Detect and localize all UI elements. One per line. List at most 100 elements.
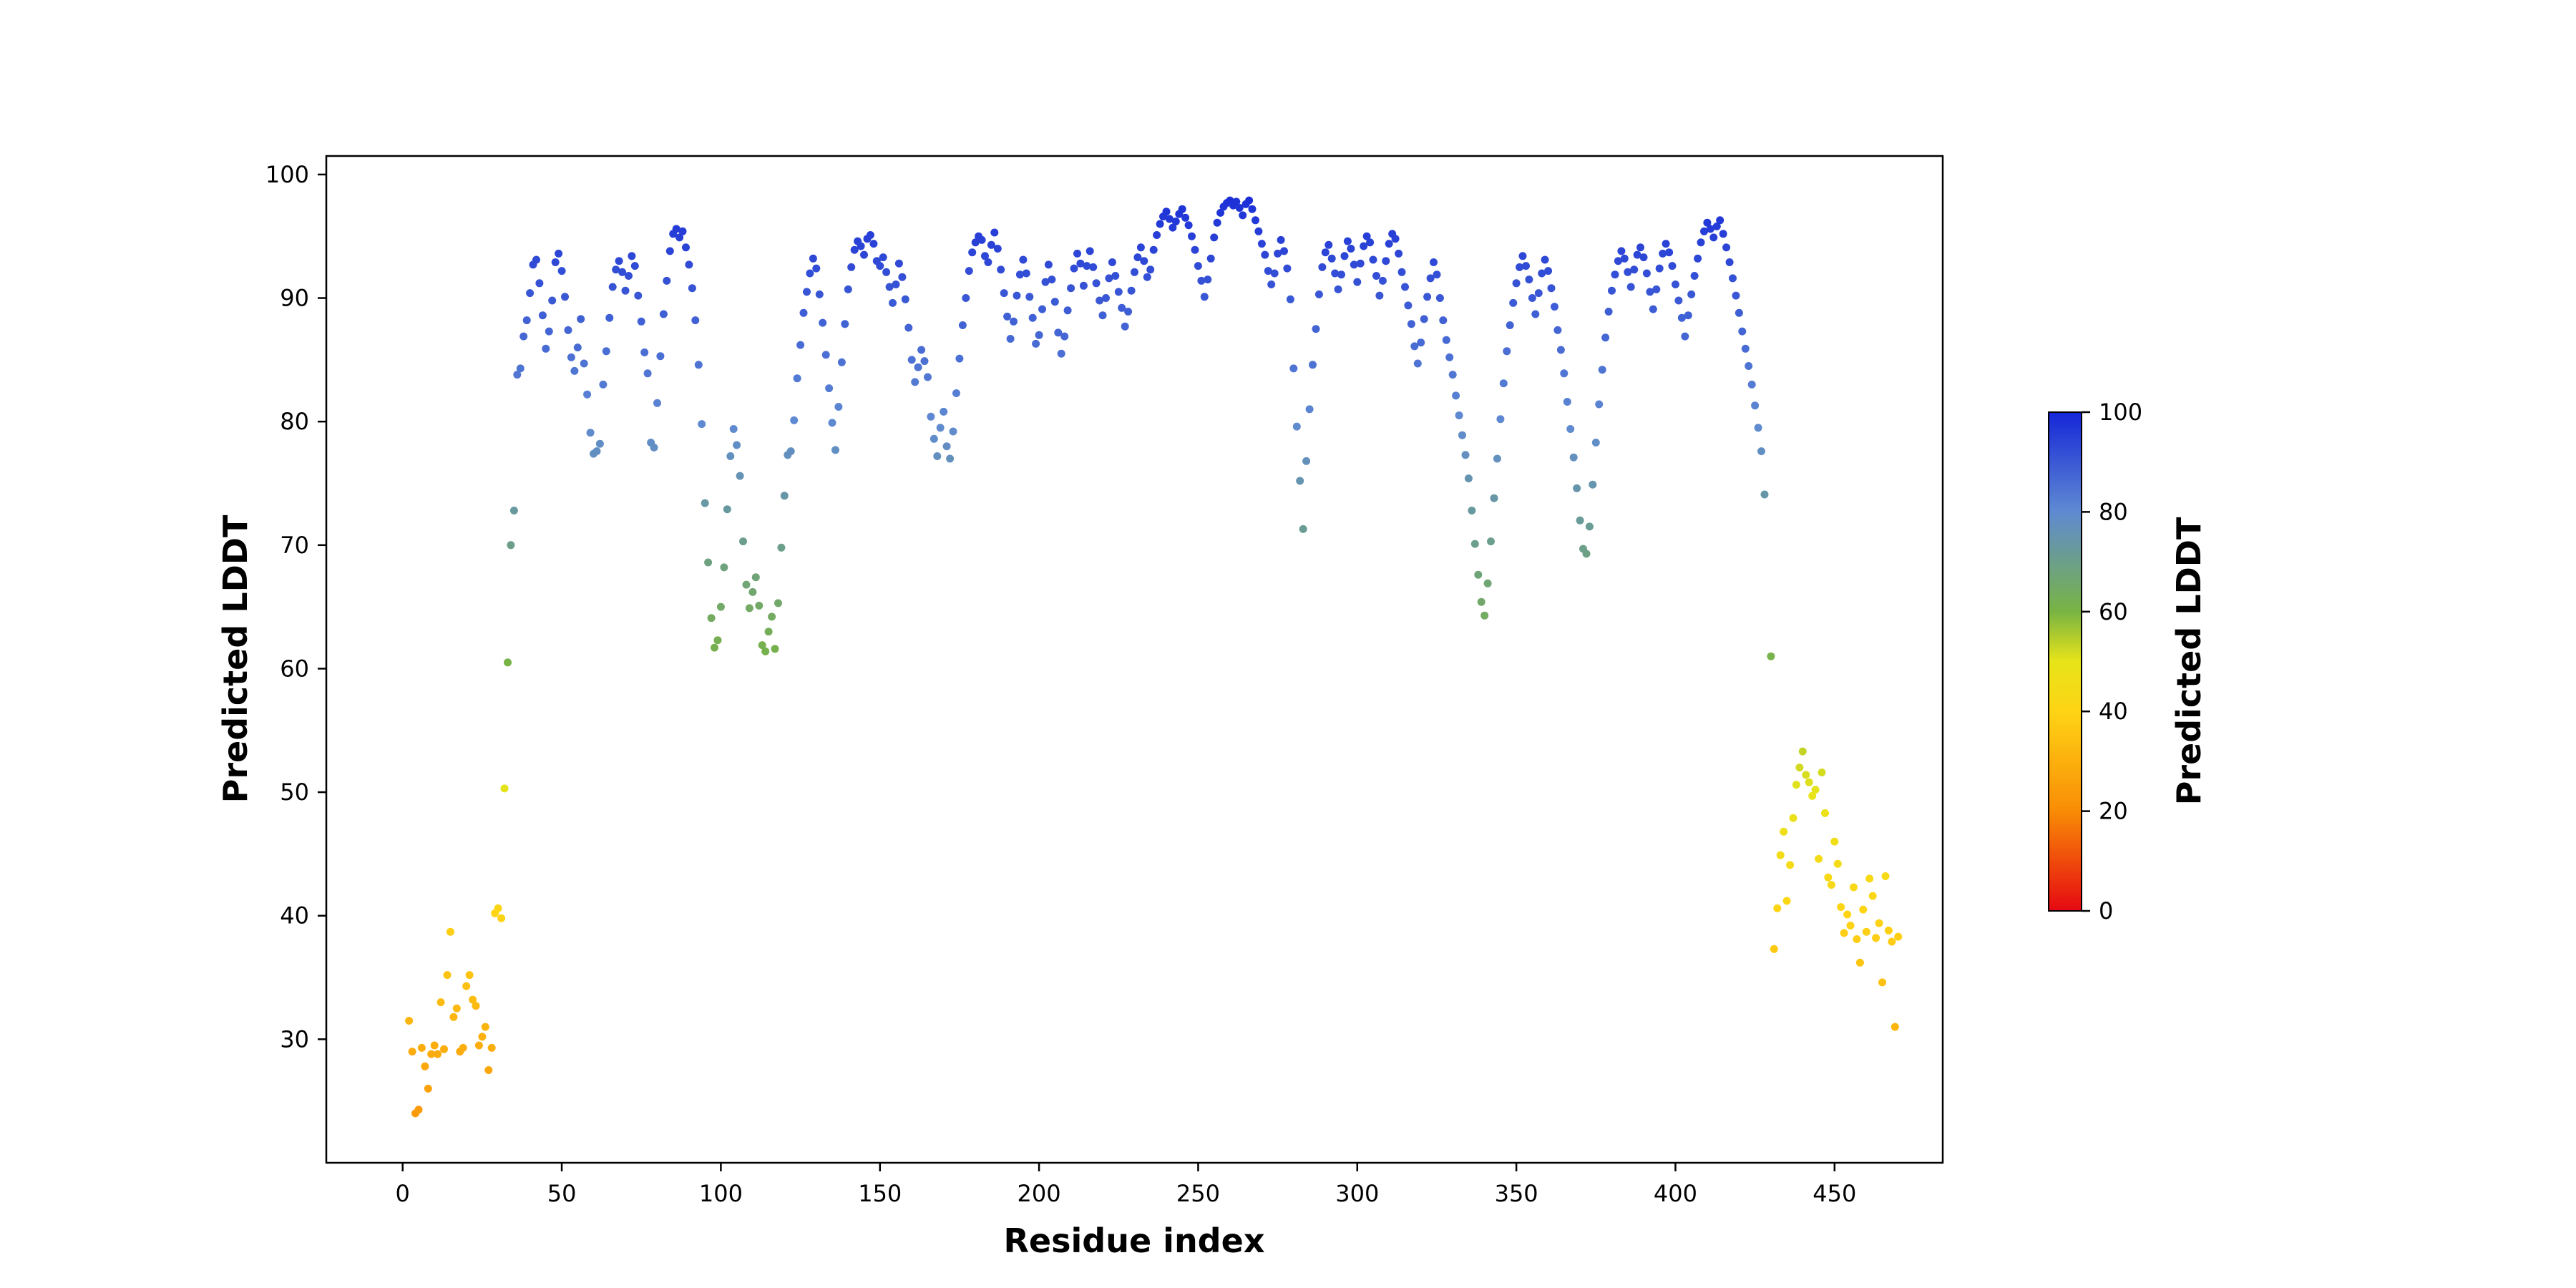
scatter-point bbox=[685, 260, 693, 269]
scatter-point bbox=[1054, 328, 1063, 337]
scatter-point bbox=[1038, 305, 1046, 313]
scatter-point bbox=[1684, 311, 1692, 320]
scatter-point bbox=[532, 255, 540, 264]
scatter-point bbox=[1477, 597, 1485, 606]
scatter-point bbox=[1292, 422, 1301, 431]
scatter-point bbox=[1423, 293, 1432, 301]
scatter-point bbox=[1439, 316, 1448, 325]
scatter-point bbox=[1378, 276, 1387, 285]
scatter-point bbox=[1633, 250, 1641, 259]
scatter-point bbox=[711, 643, 718, 652]
scatter-point bbox=[1140, 257, 1148, 265]
scatter-point bbox=[1382, 257, 1390, 265]
scatter-point bbox=[1452, 391, 1460, 400]
scatter-point bbox=[1672, 280, 1679, 288]
scatter-point bbox=[1003, 312, 1012, 321]
scatter-point bbox=[1697, 238, 1705, 247]
scatter-point bbox=[1131, 268, 1138, 276]
scatter-point bbox=[819, 318, 827, 327]
scatter-point bbox=[1350, 260, 1358, 269]
scatter-point bbox=[1286, 295, 1294, 303]
scatter-point bbox=[1722, 243, 1731, 252]
scatter-point bbox=[1197, 276, 1206, 285]
scatter-point bbox=[1413, 359, 1422, 368]
scatter-point bbox=[672, 225, 680, 233]
scatter-point bbox=[825, 384, 834, 393]
scatter-point bbox=[1048, 275, 1056, 284]
scatter-point bbox=[459, 1043, 467, 1052]
scatter-point bbox=[1302, 457, 1311, 465]
colorbar-bar bbox=[2048, 411, 2082, 912]
scatter-point bbox=[1283, 264, 1292, 273]
scatter-point bbox=[1430, 258, 1438, 266]
scatter-point bbox=[1204, 275, 1212, 284]
scatter-point bbox=[1041, 278, 1050, 286]
scatter-point bbox=[1745, 362, 1753, 370]
scatter-point bbox=[742, 580, 751, 589]
colorbar-tick-label: 80 bbox=[2099, 498, 2128, 525]
colorbar-tick-label: 0 bbox=[2099, 897, 2113, 924]
scatter-point bbox=[774, 599, 782, 608]
colorbar-tick-label: 100 bbox=[2099, 399, 2142, 426]
scatter-point bbox=[1483, 579, 1492, 587]
scatter-point bbox=[894, 259, 903, 268]
scatter-point bbox=[821, 351, 830, 359]
scatter-point bbox=[643, 369, 652, 378]
scatter-point bbox=[545, 327, 553, 336]
scatter-point bbox=[844, 285, 852, 293]
scatter-point bbox=[1010, 317, 1018, 326]
scatter-point bbox=[1019, 255, 1028, 264]
scatter-point bbox=[704, 558, 713, 567]
scatter-point bbox=[1662, 240, 1670, 248]
scatter-point bbox=[1347, 245, 1355, 253]
scatter-point bbox=[1252, 216, 1259, 225]
scatter-point bbox=[1496, 415, 1505, 424]
scatter-point bbox=[1830, 837, 1839, 846]
scatter-point bbox=[500, 784, 509, 793]
scatter-point bbox=[793, 374, 801, 383]
scatter-point bbox=[1102, 294, 1110, 302]
scatter-point bbox=[1356, 259, 1365, 268]
scatter-point bbox=[1194, 262, 1202, 270]
x-tick-label: 0 bbox=[396, 1180, 410, 1207]
scatter-point bbox=[1464, 474, 1473, 483]
scatter-point bbox=[1032, 339, 1040, 348]
scatter-point bbox=[876, 262, 884, 270]
scatter-point bbox=[1534, 289, 1543, 298]
scatter-point bbox=[1340, 252, 1349, 260]
scatter-point bbox=[1544, 267, 1553, 275]
scatter-point bbox=[1162, 208, 1171, 216]
scatter-point bbox=[1096, 296, 1104, 305]
scatter-point bbox=[612, 265, 620, 274]
scatter-point bbox=[1184, 221, 1193, 230]
scatter-point bbox=[952, 389, 960, 397]
scatter-point bbox=[1598, 366, 1606, 374]
scatter-point bbox=[984, 258, 992, 266]
scatter-point bbox=[1076, 259, 1085, 268]
scatter-point bbox=[1604, 308, 1613, 316]
scatter-point bbox=[1143, 273, 1151, 281]
x-tick-label: 350 bbox=[1495, 1180, 1538, 1207]
scatter-point bbox=[889, 298, 897, 307]
scatter-point bbox=[663, 276, 671, 285]
scatter-point bbox=[526, 289, 535, 298]
scatter-point bbox=[1553, 326, 1562, 334]
scatter-point bbox=[771, 645, 779, 653]
scatter-point bbox=[427, 1050, 436, 1058]
scatter-point bbox=[1410, 342, 1419, 351]
scatter-point bbox=[1407, 320, 1415, 328]
colorbar-tick-label: 40 bbox=[2099, 698, 2128, 725]
scatter-point bbox=[1206, 254, 1215, 263]
scatter-point bbox=[993, 245, 1002, 253]
scatter-point bbox=[1397, 268, 1406, 276]
scatter-point bbox=[981, 252, 989, 260]
y-axis-label: Predicted LDDT bbox=[216, 514, 255, 803]
scatter-point bbox=[522, 316, 531, 325]
scatter-point bbox=[650, 443, 658, 452]
scatter-point bbox=[1595, 400, 1604, 409]
scatter-point bbox=[1674, 296, 1683, 305]
scatter-point bbox=[1013, 291, 1021, 300]
scatter-point bbox=[1213, 218, 1221, 227]
